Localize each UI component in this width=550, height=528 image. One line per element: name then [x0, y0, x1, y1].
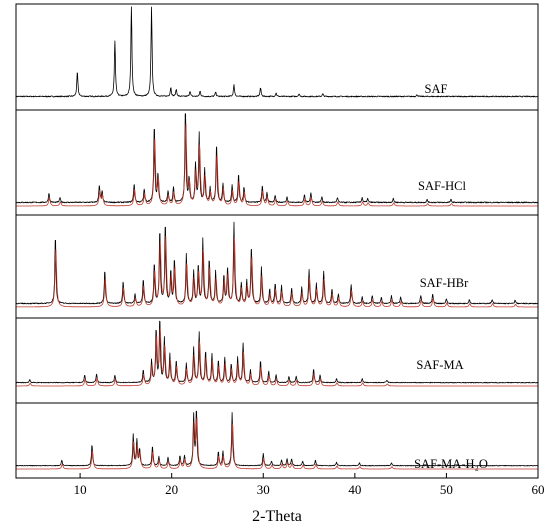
trace-experimental-3: [15, 320, 539, 384]
trace-simulated-4: [15, 417, 538, 470]
x-axis: 10 20 30 40 50 60: [74, 473, 545, 497]
trace-experimental-2: [15, 221, 539, 305]
x-tick-label: 30: [257, 482, 270, 497]
series-label: SAF-HCl: [418, 179, 466, 193]
trace-simulated-2: [15, 236, 538, 308]
plot-frame: [15, 3, 539, 479]
trace-simulated-3: [15, 327, 538, 387]
x-tick-label: 20: [165, 482, 178, 497]
traces-layer: [15, 6, 539, 470]
trace-simulated-1: [15, 123, 538, 207]
series-label: SAF-HBr: [420, 276, 469, 290]
x-tick-label: 40: [348, 482, 361, 497]
x-tick-label: 60: [532, 482, 545, 497]
series-label: SAF: [425, 82, 448, 96]
panel-labels-layer: SAF SAF-HCl SAF-HBr SAF-MA SAF-MA-H₂O: [414, 82, 488, 471]
x-axis-label: 2-Theta: [252, 508, 302, 525]
x-tick-label: 50: [440, 482, 453, 497]
x-tick-label: 10: [74, 482, 87, 497]
series-label: SAF-MA: [416, 358, 463, 372]
series-label: SAF-MA-H₂O: [414, 457, 488, 471]
trace-experimental-0: [15, 6, 539, 98]
dividers-layer: [16, 109, 538, 404]
trace-experimental-4: [15, 410, 539, 467]
